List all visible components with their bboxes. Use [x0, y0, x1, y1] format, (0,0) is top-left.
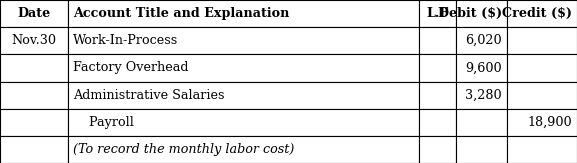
Bar [456, 136, 507, 163]
Bar [68, 0, 419, 27]
Bar [68, 27, 419, 54]
Bar [419, 136, 456, 163]
Bar [68, 136, 419, 163]
Bar [419, 109, 456, 136]
Text: Administrative Salaries: Administrative Salaries [73, 89, 225, 102]
Bar [0, 54, 68, 82]
Bar [419, 27, 456, 54]
Text: (To record the monthly labor cost): (To record the monthly labor cost) [73, 143, 295, 156]
Text: Payroll: Payroll [73, 116, 134, 129]
Bar [0, 82, 68, 109]
Bar [507, 136, 577, 163]
Bar [456, 0, 507, 27]
Text: 18,900: 18,900 [528, 116, 572, 129]
Bar [0, 27, 68, 54]
Text: Account Title and Explanation: Account Title and Explanation [73, 7, 290, 20]
Bar [68, 109, 419, 136]
Text: Work-In-Process: Work-In-Process [73, 34, 178, 47]
Bar [507, 82, 577, 109]
Bar [456, 82, 507, 109]
Text: Debit ($): Debit ($) [438, 7, 502, 20]
Bar [507, 0, 577, 27]
Bar [419, 82, 456, 109]
Bar [507, 109, 577, 136]
Text: 3,280: 3,280 [466, 89, 502, 102]
Bar [0, 109, 68, 136]
Bar [507, 27, 577, 54]
Text: Date: Date [17, 7, 50, 20]
Bar [456, 109, 507, 136]
Bar [419, 54, 456, 82]
Bar [419, 0, 456, 27]
Bar [68, 54, 419, 82]
Text: Factory Overhead: Factory Overhead [73, 61, 189, 74]
Text: 6,020: 6,020 [466, 34, 502, 47]
Bar [507, 54, 577, 82]
Text: Credit ($): Credit ($) [503, 7, 572, 20]
Text: 9,600: 9,600 [466, 61, 502, 74]
Bar [68, 82, 419, 109]
Text: Nov.30: Nov.30 [12, 34, 56, 47]
Text: L.F: L.F [426, 7, 449, 20]
Bar [456, 27, 507, 54]
Bar [0, 0, 68, 27]
Bar [456, 54, 507, 82]
Bar [0, 136, 68, 163]
